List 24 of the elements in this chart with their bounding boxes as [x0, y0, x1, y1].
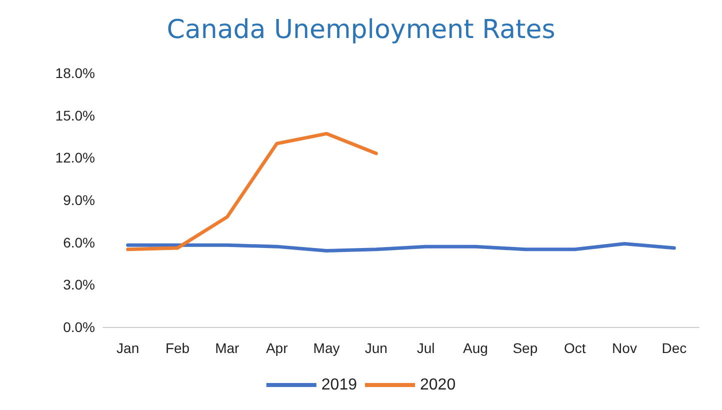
x-tick-label: May: [313, 340, 340, 356]
line-series: [126, 132, 378, 252]
chart-title: Canada Unemployment Rates: [166, 15, 556, 45]
y-tick-label: 12.0%: [55, 150, 95, 166]
x-tick-label: Dec: [662, 340, 687, 356]
y-tick-label: 6.0%: [63, 234, 95, 250]
y-tick-label: 15.0%: [55, 107, 95, 124]
x-tick-label: Oct: [564, 340, 586, 356]
x-tick-label: Aug: [463, 340, 488, 356]
legend-label: 2019: [321, 376, 358, 394]
y-tick-label: 18.0%: [55, 65, 95, 81]
x-tick-label: Mar: [215, 340, 240, 356]
x-tick-label: Jul: [416, 340, 435, 356]
x-tick-label: Jun: [364, 340, 388, 356]
x-tick-label: Nov: [612, 340, 637, 356]
x-tick-label: Jan: [116, 340, 140, 356]
line-series: [126, 242, 676, 253]
y-tick-label: 0.0%: [63, 319, 95, 335]
y-tick-label: 3.0%: [63, 276, 95, 293]
x-tick-label: Sep: [512, 340, 538, 356]
x-tick-label: Apr: [266, 340, 288, 356]
y-tick-label: 9.0%: [63, 192, 95, 208]
x-tick-label: Feb: [165, 340, 190, 356]
legend-label: 2020: [420, 376, 456, 394]
